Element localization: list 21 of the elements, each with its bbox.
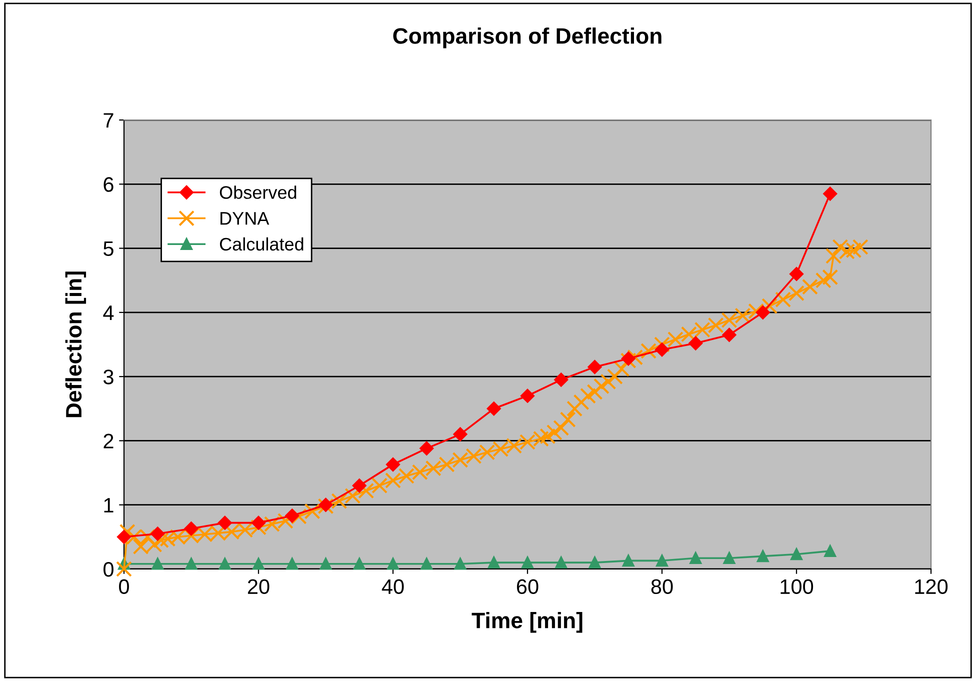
x-tick-label: 80 [651, 579, 673, 594]
x-tick-label: 0 [119, 579, 129, 594]
y-tick-label: 4 [103, 306, 114, 320]
x-tick-label: 100 [780, 579, 814, 594]
x-axis-title: Time [min] [472, 612, 582, 633]
legend-label: Calculated [220, 237, 304, 251]
x-tick-label: 120 [915, 579, 948, 594]
y-tick-label: 6 [104, 177, 114, 192]
y-tick-label: 7 [104, 113, 114, 128]
legend-label: Observed [220, 186, 296, 199]
x-tick-label: 20 [248, 579, 270, 594]
x-tick-label: 60 [516, 579, 538, 594]
y-tick-label: 2 [104, 434, 114, 448]
y-axis-title: Deflection [in] [65, 272, 86, 418]
y-tick-label: 0 [104, 562, 114, 577]
y-tick-label: 5 [104, 242, 114, 256]
chart-title: Comparison of Deflection [393, 28, 662, 48]
y-tick-label: 3 [103, 370, 114, 384]
x-tick-label: 40 [382, 579, 404, 594]
legend-label: DYNA [220, 212, 270, 225]
y-tick-label: 1 [104, 498, 114, 512]
